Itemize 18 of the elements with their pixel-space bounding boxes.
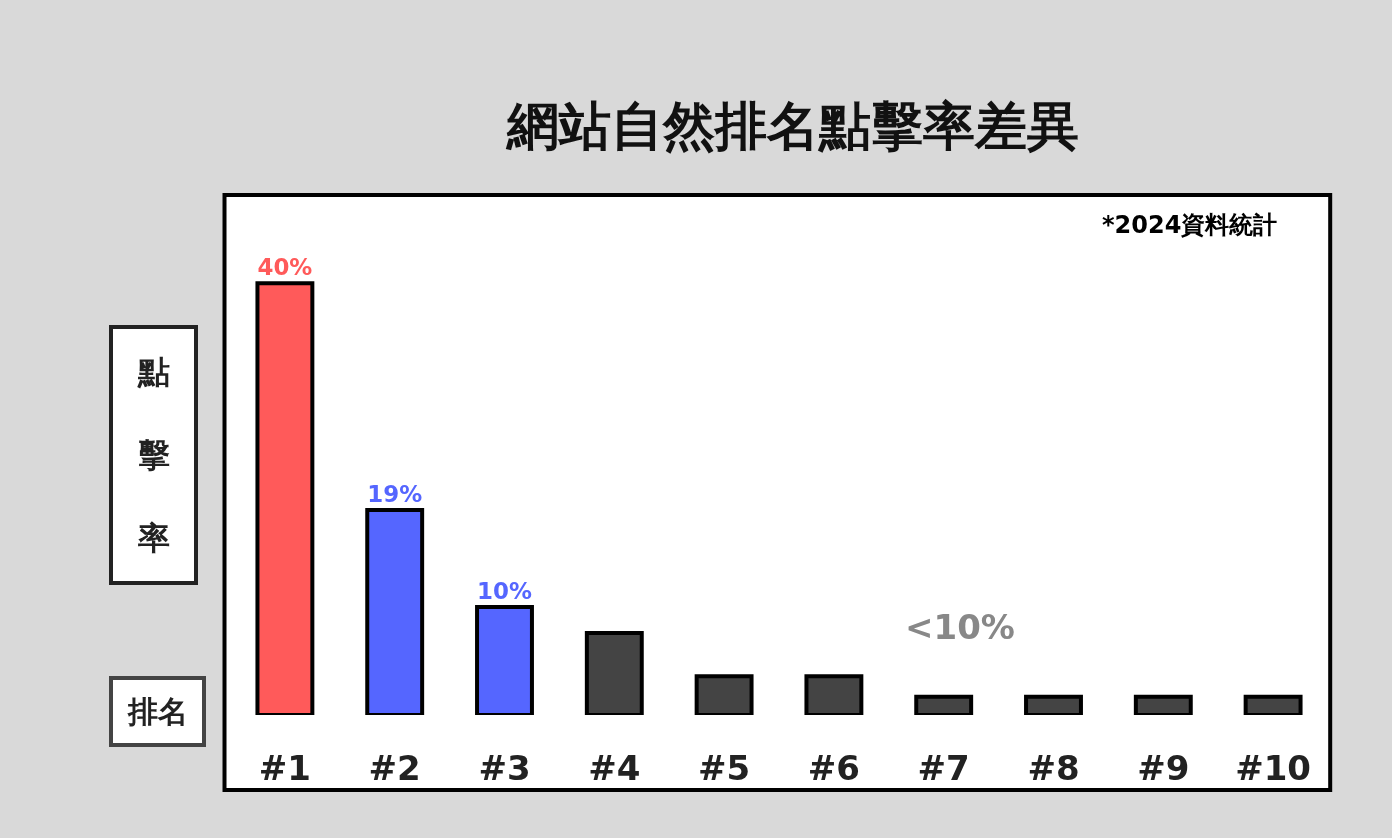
- x-axis-title: 排名: [127, 694, 188, 729]
- data-label: 19%: [367, 480, 423, 507]
- text: 點擊率: [138, 353, 170, 558]
- x-tick-label: #5: [698, 748, 751, 788]
- x-tick-label: #8: [1027, 748, 1080, 788]
- x-tick-label: #10: [1235, 748, 1312, 788]
- text: *2024資料統計: [1102, 211, 1278, 239]
- data-label: 10%: [477, 577, 532, 604]
- x-tick-label: #1: [258, 748, 311, 788]
- chart-title: 網站自然排名點擊率差異: [505, 95, 1080, 156]
- x-tick-label: #9: [1137, 748, 1190, 788]
- data-label: 40%: [257, 253, 313, 280]
- x-tick-label: #3: [478, 748, 531, 788]
- x-tick-label: #2: [368, 748, 421, 788]
- x-tick-label: #6: [807, 748, 860, 788]
- x-tick-label: #4: [588, 748, 641, 788]
- x-tick-label: #7: [917, 748, 970, 788]
- annotation: <10%: [905, 607, 1015, 647]
